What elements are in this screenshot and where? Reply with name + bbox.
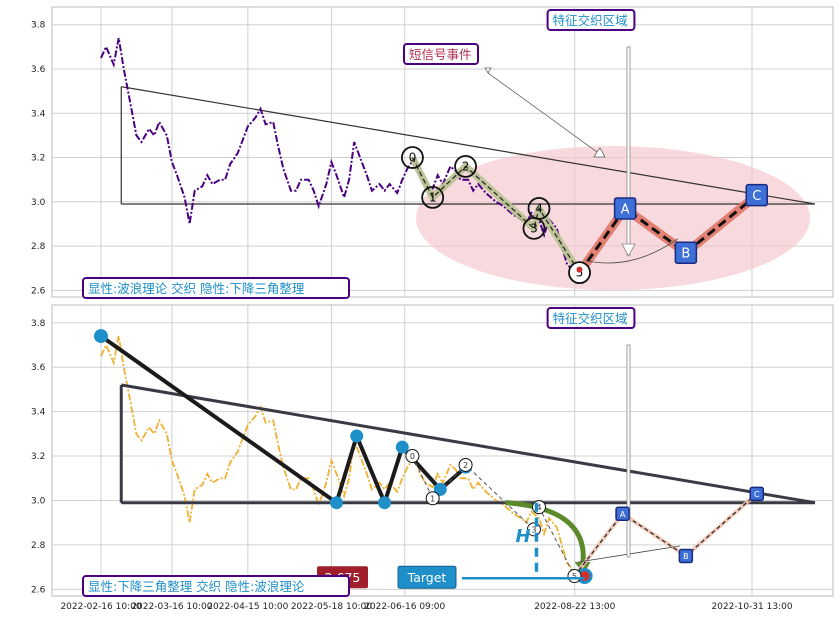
y-tick-label: 3.4 <box>31 109 46 119</box>
wave-point-3-label: 3 <box>530 221 538 235</box>
wave-point-0-label: 0 <box>410 452 415 461</box>
x-tick-label: 2022-04-15 10:00 <box>207 602 288 612</box>
zone-pointer-bar <box>626 344 631 558</box>
zone-pointer-bar <box>626 46 631 256</box>
price-series-line <box>100 37 581 278</box>
y-tick-label: 3.8 <box>31 21 46 31</box>
wave-point-2-marker <box>454 154 477 178</box>
projection-point-B-label: B <box>683 552 689 561</box>
projection-point-B-box <box>674 241 698 264</box>
projection-point-A-label: A <box>620 510 626 519</box>
zone-title-label: 特征交织区域 <box>553 13 628 28</box>
y-tick-label: 3.6 <box>31 363 46 373</box>
wave-point-3-label: 3 <box>531 525 536 534</box>
short-signal-label: 短信号事件 <box>409 47 472 62</box>
projection-point-C-box <box>749 486 764 502</box>
projection-point-B-label: B <box>681 247 690 262</box>
y-tick-label: 2.6 <box>31 286 46 296</box>
pattern-point <box>433 482 447 496</box>
wave-point-0-label: 0 <box>409 151 417 165</box>
wave-path <box>411 157 581 273</box>
wave-point-1-marker <box>425 491 440 506</box>
wave-5-dot <box>576 266 583 273</box>
projection-arc <box>585 238 679 264</box>
pattern-description-label: 显性:下降三角整理 交织 隐性:波浪理论 <box>88 579 305 594</box>
wave-point-1-label: 1 <box>429 190 437 204</box>
pattern-point <box>94 329 108 344</box>
y-tick-label: 3.2 <box>31 452 45 462</box>
pattern-point <box>378 496 392 510</box>
wave-point-2-marker <box>458 457 473 472</box>
wave-point-2-label: 2 <box>462 159 470 173</box>
wave-point-2-label: 2 <box>463 461 468 470</box>
zone-pointer-arrowhead <box>621 243 636 257</box>
wave-point-0-marker <box>405 449 420 464</box>
abc-path <box>578 194 758 274</box>
zone-title-label-box <box>546 9 636 31</box>
top-panel: 2.62.83.03.23.43.63.8012345ABC特征交织区域短信号事… <box>31 6 834 299</box>
y-tick-label: 2.8 <box>31 242 46 252</box>
triangle-upper-line <box>121 383 816 505</box>
projection-point-B-box <box>678 548 694 564</box>
projection-point-C-label: C <box>754 490 760 499</box>
y-tick-label: 2.8 <box>31 541 46 551</box>
pattern-description-label-box <box>82 277 350 299</box>
x-tick-label: 2022-05-18 10:00 <box>291 602 372 612</box>
y-tick-label: 3.0 <box>31 496 46 506</box>
pattern-point <box>395 440 409 454</box>
zone-title-label: 特征交织区域 <box>553 311 628 326</box>
breakout-arrow <box>505 500 586 567</box>
pattern-point <box>350 429 364 443</box>
projection-point-A-label: A <box>621 202 630 217</box>
wave-point-1-marker <box>421 185 445 209</box>
wave-point-5-label: 5 <box>572 572 577 581</box>
projection-point-C-box <box>745 183 768 207</box>
y-tick-label: 3.4 <box>31 408 46 418</box>
target-badge: Target <box>407 570 447 585</box>
triangle-upper-line <box>121 86 816 205</box>
y-tick-label: 2.6 <box>31 585 46 595</box>
wave-path <box>411 455 575 577</box>
wave-point-4-label: 4 <box>535 201 543 215</box>
x-tick-label: 2022-02-16 10:00 <box>60 602 141 612</box>
y-tick-label: 3.8 <box>31 319 46 329</box>
projection-point-C-label: C <box>752 189 761 204</box>
pattern-point <box>329 496 343 510</box>
x-tick-label: 2022-10-31 13:00 <box>711 602 792 612</box>
wave-point-4-marker <box>527 197 551 220</box>
wave-point-4-label: 4 <box>536 503 541 512</box>
short-signal-label-box <box>403 43 479 65</box>
x-tick-label: 2022-06-16 09:00 <box>364 602 445 612</box>
wave-point-1-label: 1 <box>430 494 435 503</box>
projection-point-A-box <box>613 197 637 220</box>
bottom-panel: 2.62.83.03.23.43.63.8012345ABCH2.675Targ… <box>31 304 834 597</box>
height-marker-label: H <box>515 526 530 547</box>
y-tick-label: 3.2 <box>31 154 45 164</box>
projection-point-A-box <box>615 506 630 522</box>
short-signal-arrow <box>484 67 606 158</box>
y-tick-label: 3.6 <box>31 65 46 75</box>
x-tick-label: 2022-08-22 13:00 <box>534 602 615 612</box>
plot-area <box>51 304 834 597</box>
pattern-description-label-box <box>82 575 350 597</box>
x-tick-label: 2022-03-16 10:00 <box>131 602 212 612</box>
wave-point-0-marker <box>401 146 424 169</box>
pattern-description-label: 显性:波浪理论 交织 隐性:下降三角整理 <box>88 281 305 296</box>
abc-ribbon <box>572 492 759 578</box>
y-tick-label: 3.0 <box>31 198 46 208</box>
zone-title-label-box <box>546 307 636 329</box>
target-badge-box <box>397 565 457 589</box>
